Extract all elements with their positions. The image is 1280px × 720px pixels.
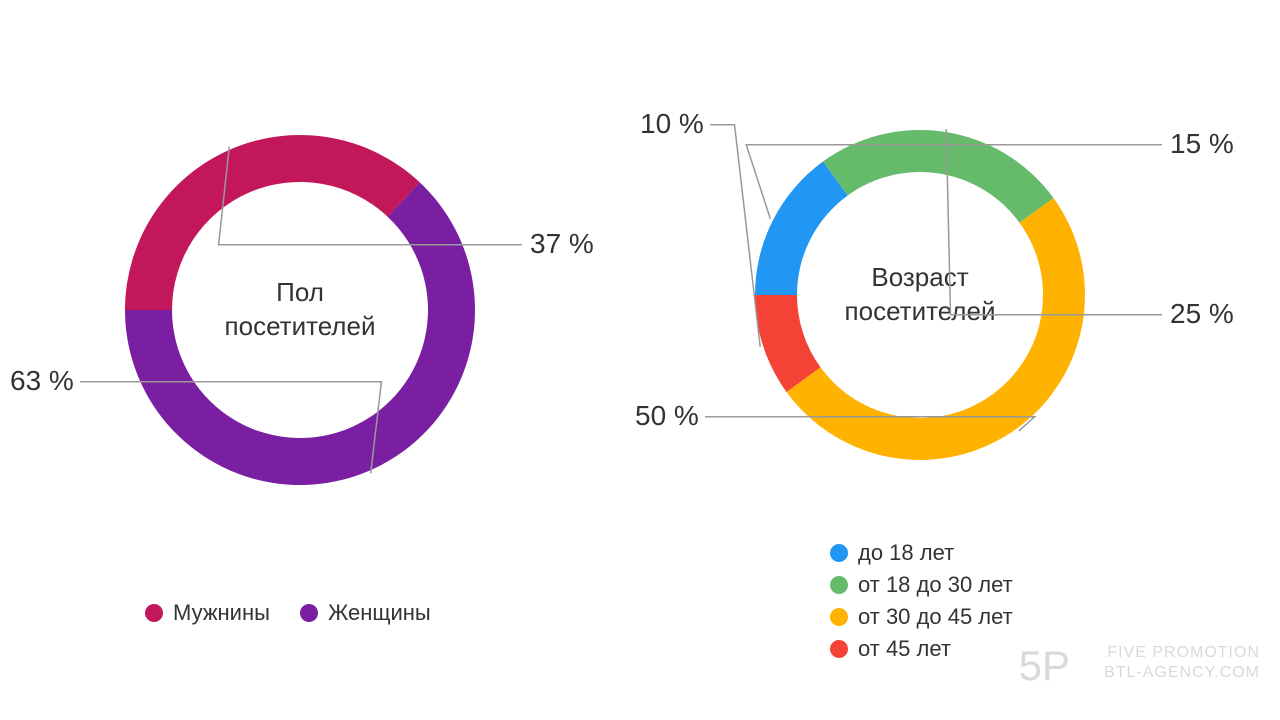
- legend-label: до 18 лет: [858, 540, 954, 566]
- donut-slice: [787, 198, 1085, 460]
- pct-label: 50 %: [635, 400, 699, 432]
- legend-swatch: [300, 604, 318, 622]
- watermark-line2: BTL-AGENCY.COM: [1104, 664, 1260, 682]
- legend-swatch: [830, 576, 848, 594]
- legend-label: от 18 до 30 лет: [858, 572, 1013, 598]
- legend-item: от 18 до 30 лет: [830, 572, 1013, 598]
- legend-item: от 30 до 45 лет: [830, 604, 1013, 630]
- pct-label: 25 %: [1170, 298, 1234, 330]
- gender-chart-title: Пол посетителей: [180, 276, 420, 344]
- age-title-line1: Возраст: [871, 262, 968, 292]
- watermark-line1: FIVE PROMOTION: [1107, 644, 1260, 662]
- gender-title-line2: посетителей: [225, 311, 376, 341]
- age-chart-title: Возраст посетителей: [800, 261, 1040, 329]
- watermark-logo: 5P: [1019, 642, 1070, 690]
- legend-label: от 45 лет: [858, 636, 951, 662]
- pct-label: 10 %: [640, 108, 704, 140]
- age-legend: до 18 лет от 18 до 30 лет от 30 до 45 лет о…: [830, 540, 1013, 662]
- age-title-line2: посетителей: [845, 296, 996, 326]
- legend-item: от 45 лет: [830, 636, 1013, 662]
- pct-label: 37 %: [530, 228, 594, 260]
- pct-label: 15 %: [1170, 128, 1234, 160]
- legend-swatch: [145, 604, 163, 622]
- legend-swatch: [830, 640, 848, 658]
- legend-swatch: [830, 608, 848, 626]
- legend-item: Женщины: [300, 600, 431, 626]
- donut-slice: [823, 130, 1053, 223]
- legend-label: Женщины: [328, 600, 431, 626]
- legend-item: Мужнины: [145, 600, 270, 626]
- legend-label: от 30 до 45 лет: [858, 604, 1013, 630]
- pct-label: 63 %: [10, 365, 74, 397]
- legend-label: Мужнины: [173, 600, 270, 626]
- legend-swatch: [830, 544, 848, 562]
- gender-title-line1: Пол: [276, 277, 324, 307]
- gender-legend: Мужнины Женщины: [145, 600, 431, 626]
- legend-item: до 18 лет: [830, 540, 1013, 566]
